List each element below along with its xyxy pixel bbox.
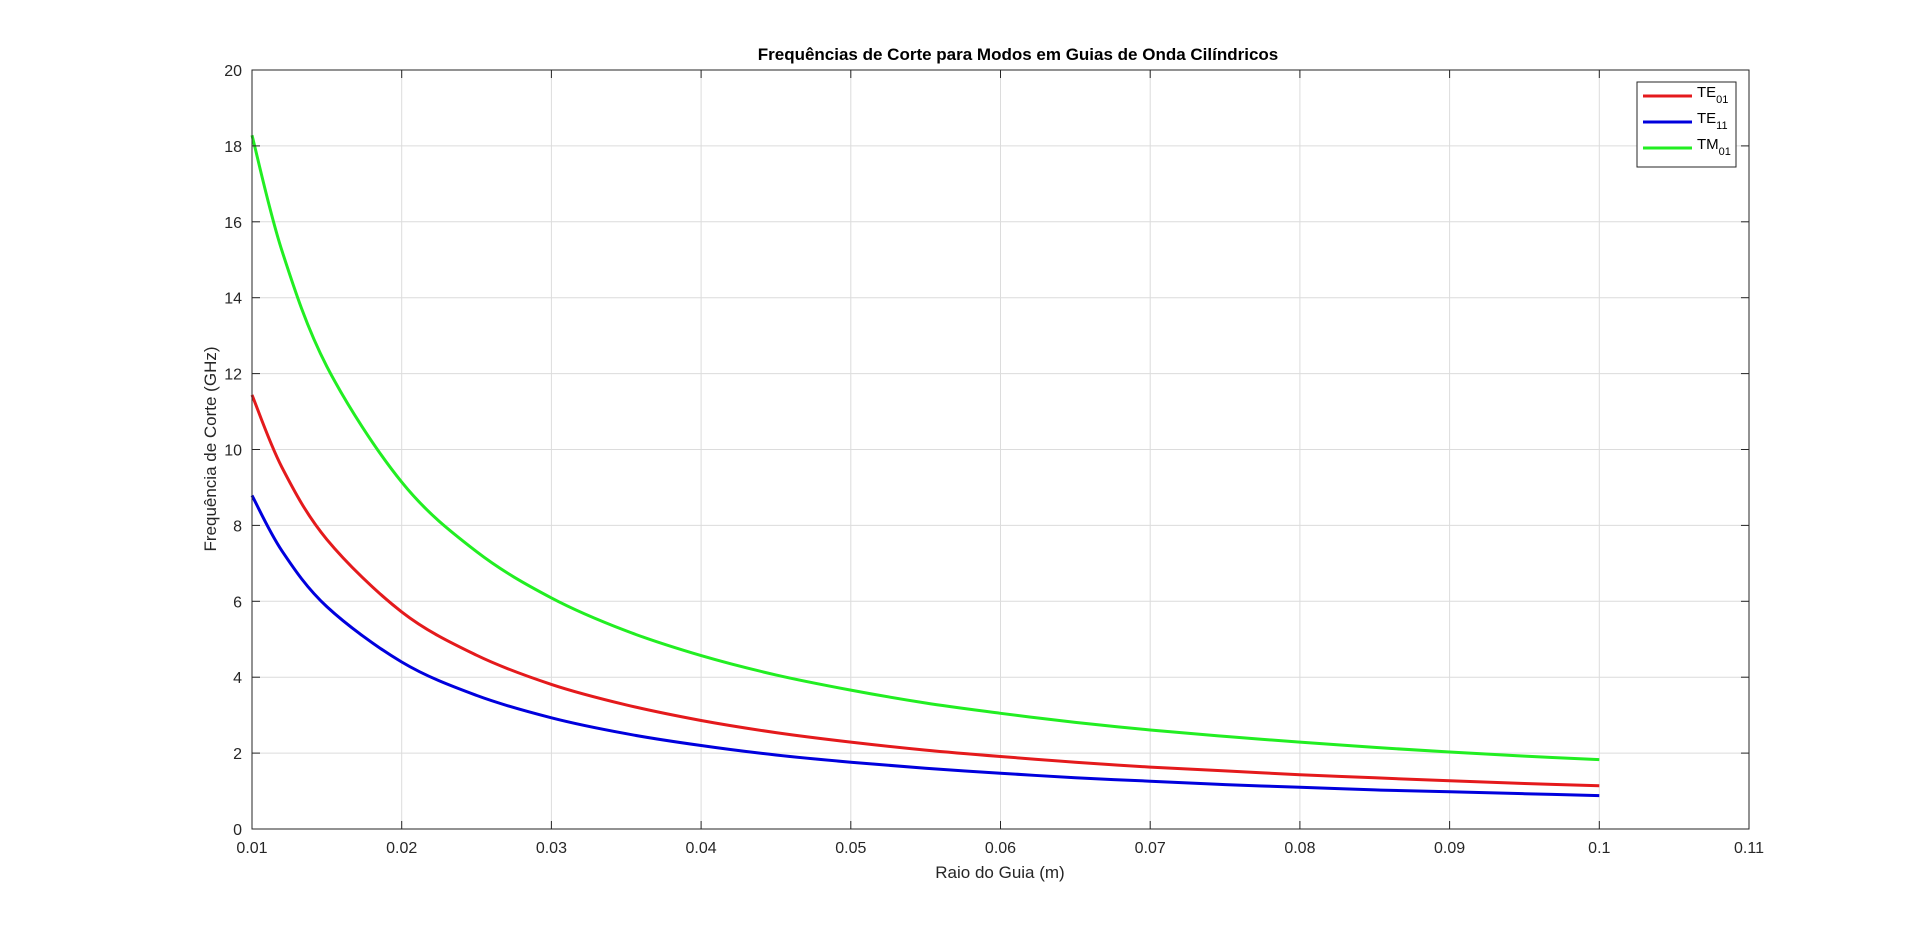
x-tick-label: 0.11 (1734, 840, 1764, 857)
chart-title: Frequências de Corte para Modos em Guias… (758, 45, 1279, 64)
y-axis-label: Frequência de Corte (GHz) (201, 346, 220, 551)
y-tick-label: 6 (233, 594, 242, 611)
series-line-te11 (250, 494, 1600, 798)
x-tick-label: 0.1 (1588, 840, 1610, 857)
x-tick-label: 0.03 (536, 840, 567, 857)
y-tick-label: 8 (233, 518, 242, 535)
y-tick-label: 12 (224, 367, 242, 384)
y-tick-label: 2 (233, 746, 242, 763)
series-line-te01 (250, 394, 1600, 788)
legend-label: TE01 (1697, 84, 1728, 106)
x-tick-label: 0.04 (686, 840, 717, 857)
x-tick-label: 0.08 (1284, 840, 1315, 857)
grid-lines (252, 70, 1749, 829)
y-tick-label: 20 (224, 63, 242, 80)
x-tick-label: 0.05 (835, 840, 866, 857)
x-tick-label: 0.07 (1135, 840, 1166, 857)
y-tick-label: 18 (224, 139, 242, 156)
y-tick-label: 14 (224, 291, 242, 308)
x-axis-label: Raio do Guia (m) (935, 863, 1064, 882)
legend: TE01 TE11 TM01 (1636, 81, 1737, 168)
y-tick-labels: 0 2 4 6 8 10 12 14 16 18 20 (224, 63, 242, 839)
x-tick-label: 0.06 (985, 840, 1016, 857)
y-tick-label: 16 (224, 215, 242, 232)
axis-ticks (251, 69, 1750, 830)
x-tick-label: 0.02 (386, 840, 417, 857)
series-line-tm01 (250, 134, 1600, 762)
legend-label: TM01 (1697, 136, 1731, 158)
y-tick-label: 0 (233, 822, 242, 839)
x-tick-labels: 0.01 0.02 0.03 0.04 0.05 0.06 0.07 0.08 0.09 0.1 0… (236, 840, 1764, 857)
legend-label: TE11 (1697, 110, 1728, 132)
y-tick-label: 10 (224, 443, 242, 460)
y-tick-label: 4 (233, 670, 242, 687)
x-tick-label: 0.09 (1434, 840, 1465, 857)
series-lines (250, 134, 1600, 798)
x-tick-label: 0.01 (236, 840, 267, 857)
